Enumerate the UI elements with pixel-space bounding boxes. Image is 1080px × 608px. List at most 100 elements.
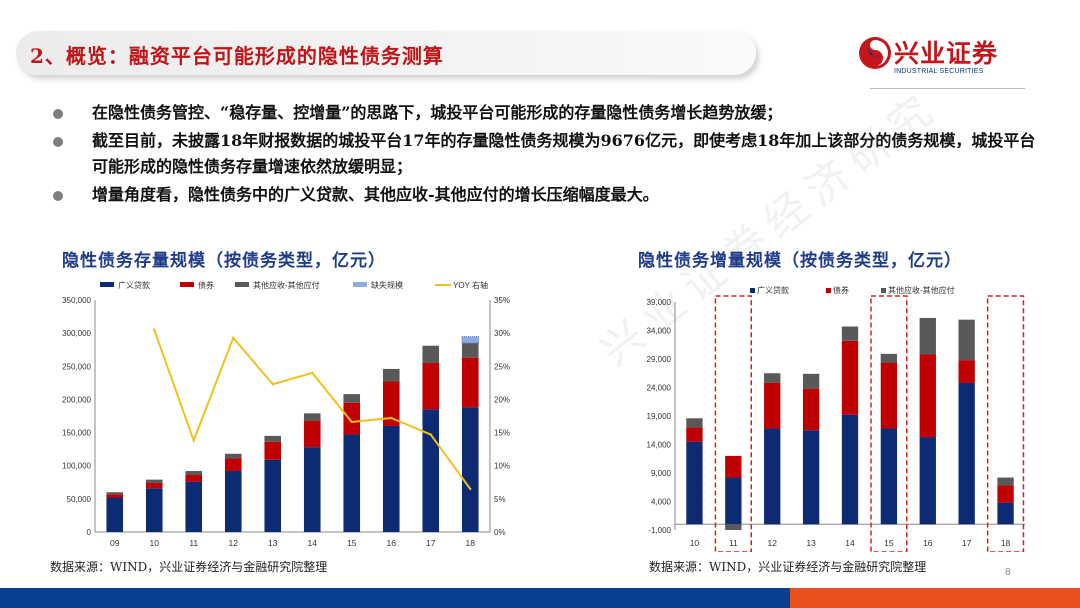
legend-swatch [180,282,194,287]
x-tick-label: 17 [962,538,972,548]
bar-segment [343,394,361,403]
bar-segment [224,458,242,472]
bar-segment [145,482,163,489]
bullet-list: 在隐性债务管控、“稳存量、控增量”的思路下，城投平台可能形成的存量隐性债务增长趋… [50,100,1040,210]
bar-segment [343,402,361,435]
logo-mark-icon [859,37,891,69]
y2-tick-label: 10% [494,462,510,471]
x-tick-label: 17 [426,538,436,548]
y-tick-label: 200,000 [62,395,91,404]
y-tick-label: 29,000 [647,355,672,364]
legend-swatch [353,282,367,287]
x-tick-label: 11 [189,538,198,548]
y-tick-label: 4,000 [651,498,672,507]
bar-segment [343,434,361,532]
bar-segment [880,353,898,363]
bullet-dot-icon [53,137,63,147]
bar-segment [802,388,820,431]
bar-segment [224,453,242,459]
stock-scale-chart: 350,000 300,000 250,000 200,000 150,000 100,0… [62,280,510,548]
bar-segment [303,413,321,421]
bar-segment [264,435,282,442]
logo-english-name: INDUSTRIAL SECURITIES [894,68,984,75]
yoy-point [153,328,156,332]
yoy-point [429,433,432,436]
bullet-item: 在隐性债务管控、“稳存量、控增量”的思路下，城投平台可能形成的存量隐性债务增长趋… [50,100,1040,126]
y-tick-label: -1,000 [648,526,671,535]
bar-segment [382,381,400,426]
bar-segment [997,477,1014,486]
bar-segment [422,409,440,532]
bullet-text: 在隐性债务管控、“稳存量、控增量”的思路下，城投平台可能形成的存量隐性债务增长趋… [92,103,783,122]
logo-chinese-name: 兴业证券 [894,39,999,68]
bar-segment [686,427,703,442]
bar-segment [802,373,820,389]
legend-label: 债券 [833,285,849,295]
bar-segment [422,362,440,410]
highlight-box [870,295,908,552]
bar-segment [185,481,203,532]
x-tick-label: 10 [150,538,160,548]
bullet-text: 增量角度看，隐性债务中的广义贷款、其他应收-其他应付的增长压缩幅度最大。 [92,185,659,204]
legend-label: 其他应收-其他应付 [888,285,955,295]
x-tick-label: 11 [729,538,738,548]
y-tick-label: 24,000 [647,384,672,393]
bar-segment [880,428,898,525]
x-tick-label: 15 [347,538,357,548]
yoy-point [469,487,472,491]
yoy-point [390,416,393,420]
bar-segment [106,494,124,498]
legend-label: 其他应收-其他应付 [253,280,320,290]
legend-swatch [100,282,114,287]
bar-segment [461,343,479,358]
increment-scale-chart: 39,000 34,000 29,000 24,000 19,000 14,000 9,00… [647,285,1025,552]
bar-segment [382,425,400,532]
y-tick-label: 350,000 [62,296,91,305]
footer-red-segment [790,588,1080,608]
bar-segment [185,474,203,482]
x-tick-label: 16 [923,538,933,548]
legend-swatch [235,282,249,287]
bar-segment [841,414,859,525]
bar-segment [764,373,781,383]
bar-segment [461,336,480,344]
y2-tick-label: 30% [494,329,510,338]
bar-segment [958,382,975,525]
yoy-point [192,439,195,442]
y-tick-label: 300,000 [62,329,91,338]
bar-segment [919,437,936,525]
bar-segment [802,430,820,525]
bar-segment [997,502,1014,525]
legend-swatch [881,288,886,293]
bar-segment [264,459,282,532]
page-title: 2、概览：融资平台可能形成的隐性债务测算 [30,44,444,68]
y-tick-label: 0 [87,528,92,537]
bar-segment [764,382,781,429]
bar-segment [422,345,440,363]
bar-segment [958,360,975,383]
y2-tick-label: 5% [494,495,506,504]
legend-swatch [826,288,831,293]
x-tick-label: 13 [806,538,816,548]
bar-segment [919,354,936,438]
legend-label: 债券 [198,280,214,290]
y2-tick-label: 0% [494,528,506,537]
right-chart-source: 数据来源：WIND，兴业证券经济与金融研究院整理 [649,560,927,574]
bullet-dot-icon [53,109,63,119]
left-chart-title: 隐性债务存量规模（按债务类型，亿元） [62,251,386,271]
bullet-item: 截至目前，未披露18年财报数据的城投平台17年的存量隐性债务规模为9676亿元，… [50,128,1040,180]
footer-blue-segment [0,588,790,608]
right-chart-title: 隐性债务增量规模（按债务类型，亿元） [638,251,962,271]
bullet-dot-icon [53,191,63,201]
company-logo: 兴业证券 INDUSTRIAL SECURITIES [858,36,1018,82]
bar-segment [725,477,742,525]
x-tick-label: 14 [845,538,855,548]
bar-segment [725,455,742,478]
y-tick-label: 19,000 [647,412,672,421]
x-tick-label: 09 [110,538,120,548]
left-chart-source: 数据来源：WIND，兴业证券经济与金融研究院整理 [50,560,328,574]
bar-segment [880,362,898,429]
bar-segment [919,317,936,355]
yoy-point [311,371,314,375]
bar-segment [461,357,479,408]
